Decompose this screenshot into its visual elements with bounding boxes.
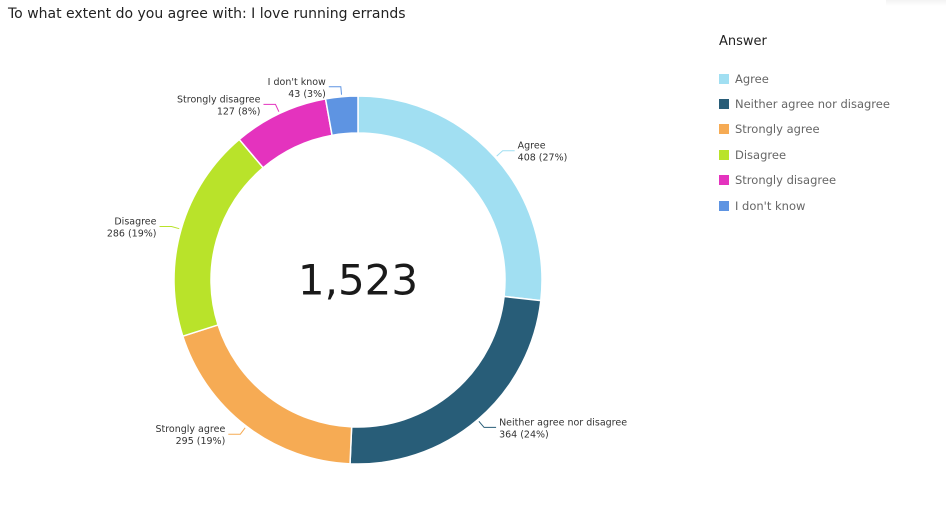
legend-swatch (719, 99, 729, 110)
legend-swatch (719, 200, 729, 211)
slice-i-don-t-know[interactable] (324, 95, 359, 137)
slice-label-name: Neither agree nor disagree (499, 417, 627, 428)
legend-items: Agree Neither agree nor disagree Strongly … (719, 66, 890, 218)
legend-item-strongly-disagree[interactable]: Strongly disagree (719, 168, 890, 193)
slice-label-name: Agree (518, 141, 546, 152)
leader-line-neither-agree-nor-disagree (478, 421, 497, 428)
slice-label-name: Strongly disagree (177, 94, 261, 105)
legend-label: Agree (735, 71, 769, 86)
slice-label-value: 286 (19%) (107, 228, 157, 239)
legend-label: I don't know (735, 198, 806, 213)
legend-swatch (719, 175, 729, 186)
slice-label-name: Strongly agree (155, 424, 225, 435)
legend-label: Strongly disagree (735, 173, 837, 188)
leader-line-strongly-disagree (263, 103, 280, 112)
panel-edge-shadow (886, 0, 946, 6)
legend-swatch (719, 124, 729, 135)
slice-label-value: 408 (27%) (518, 153, 568, 164)
leader-line-disagree (159, 225, 180, 230)
legend-item-neither-agree-nor-disagree[interactable]: Neither agree nor disagree (719, 91, 890, 116)
legend-label: Disagree (735, 147, 787, 162)
legend-swatch (719, 73, 729, 84)
slices-layer (173, 95, 543, 465)
slice-label-value: 43 (3%) (288, 89, 326, 100)
leader-line-i-don-t-know (328, 86, 343, 95)
legend-item-agree[interactable]: Agree (719, 66, 890, 91)
legend-label: Neither agree nor disagree (735, 97, 890, 112)
slice-disagree[interactable] (173, 138, 265, 338)
slice-label-value: 127 (8%) (217, 106, 261, 117)
legend-item-i-don-t-know[interactable]: I don't know (719, 193, 890, 218)
slice-label-value: 295 (19%) (176, 436, 226, 447)
slice-label-name: I don't know (268, 77, 326, 88)
center-total-label: 1,523 (298, 256, 418, 305)
leader-line-agree (496, 150, 515, 157)
legend-item-disagree[interactable]: Disagree (719, 142, 890, 167)
legend-label: Strongly agree (735, 122, 820, 137)
slice-label-value: 364 (24%) (499, 429, 549, 440)
legend: Answer Agree Neither agree nor disagree St… (719, 34, 890, 218)
legend-item-strongly-agree[interactable]: Strongly agree (719, 117, 890, 142)
legend-swatch (719, 149, 729, 160)
chart-title: To what extent do you agree with: I love… (8, 6, 406, 22)
legend-title: Answer (719, 34, 767, 49)
leader-line-strongly-agree (228, 427, 246, 435)
slice-label-name: Disagree (114, 216, 156, 227)
